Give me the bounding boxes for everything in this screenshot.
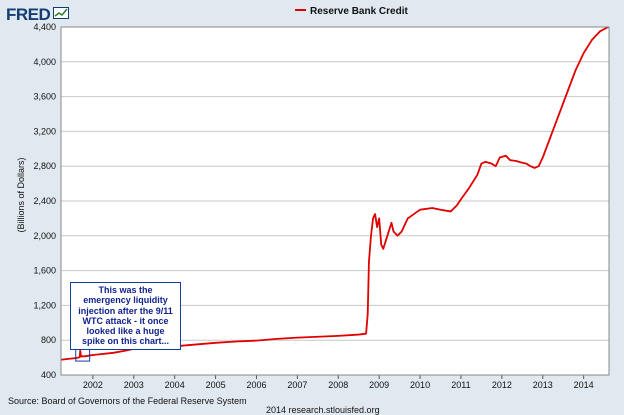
x-tick-label: 2007 — [287, 380, 307, 390]
y-tick-label: 2,400 — [33, 196, 56, 206]
x-tick-labels: 2002 2003 2004 2005 2006 2007 2008 2009 2010 2011… — [83, 375, 594, 390]
plot-border — [60, 26, 610, 376]
x-tick-label: 2011 — [451, 380, 470, 390]
chart-line-icon — [53, 7, 69, 19]
source-note: Source: Board of Governors of the Federa… — [8, 396, 247, 406]
y-tick-label: 3,600 — [33, 92, 56, 102]
x-tick-label: 2004 — [165, 380, 185, 390]
credit-note: 2014 research.stlouisfed.org — [266, 405, 380, 415]
y-tick-label: 2,800 — [33, 161, 56, 171]
x-tick-label: 2008 — [328, 380, 348, 390]
x-tick-label: 2013 — [533, 380, 553, 390]
y-tick-label: 1,200 — [33, 300, 56, 310]
fred-logo: FRED — [6, 5, 51, 24]
legend-swatch — [295, 9, 306, 12]
y-tick-label: 4,400 — [33, 22, 56, 32]
x-tick-label: 2006 — [246, 380, 266, 390]
x-tick-label: 2002 — [83, 380, 103, 390]
y-tick-label: 1,600 — [33, 266, 56, 276]
x-tick-label: 2005 — [206, 380, 226, 390]
y-tick-labels: 400 800 1,200 1,600 2,000 2,400 2,800 3,200 3,60… — [33, 22, 56, 380]
x-tick-label: 2014 — [574, 380, 594, 390]
chart-legend: Reserve Bank Credit — [295, 6, 408, 17]
y-tick-label: 400 — [41, 370, 56, 380]
y-axis-label: (Billions of Dollars) — [16, 157, 26, 233]
x-tick-label: 2003 — [124, 380, 144, 390]
y-tick-label: 800 — [41, 335, 56, 345]
annotation-box: This was the emergency liquidity injecti… — [70, 282, 181, 350]
y-tick-label: 3,200 — [33, 126, 56, 136]
legend-label: Reserve Bank Credit — [310, 6, 408, 17]
x-tick-label: 2012 — [492, 380, 512, 390]
y-tick-label: 4,000 — [33, 57, 56, 67]
y-tick-label: 2,000 — [33, 231, 56, 241]
x-tick-label: 2009 — [369, 380, 389, 390]
x-tick-label: 2010 — [410, 380, 430, 390]
